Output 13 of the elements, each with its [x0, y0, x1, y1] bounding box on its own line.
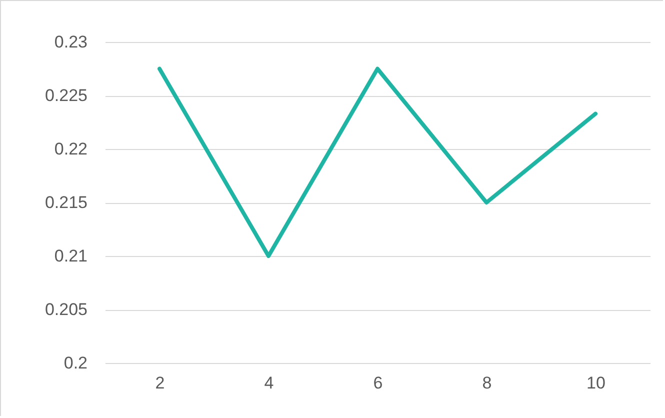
y-tick-label: 0.21 — [54, 246, 88, 266]
x-tick-label: 8 — [482, 374, 492, 392]
x-tick-label: 4 — [264, 374, 274, 392]
y-tick-label: 0.225 — [44, 86, 88, 105]
x-tick-label: 2 — [155, 374, 165, 392]
y-tick-label: 0.215 — [44, 193, 88, 212]
y-tick-label: 0.205 — [44, 300, 88, 319]
x-tick-label: 6 — [373, 374, 383, 392]
x-tick-label: 10 — [586, 374, 606, 392]
line-series — [158, 66, 598, 258]
y-tick-label: 0.23 — [54, 32, 88, 52]
y-tick-label: 0.2 — [64, 354, 88, 372]
y-tick-label: 0.22 — [54, 140, 88, 158]
